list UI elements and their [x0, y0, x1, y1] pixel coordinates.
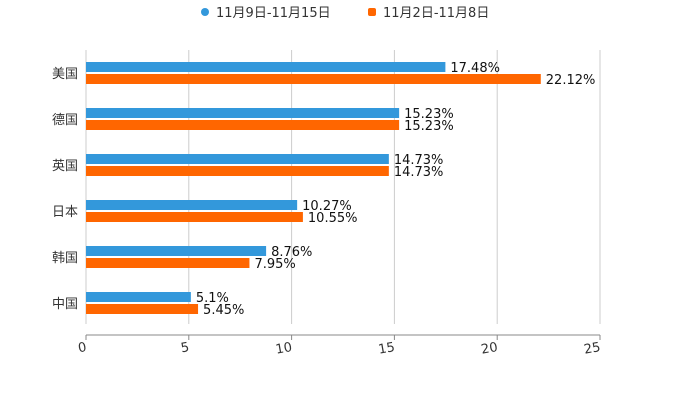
data-label: 10.55%: [308, 211, 358, 226]
bar-orange: [86, 166, 389, 176]
x-tick-label: 25: [583, 340, 602, 358]
legend-marker: [201, 8, 209, 16]
bar-blue: [86, 200, 298, 210]
data-label: 10.27%: [302, 199, 352, 214]
data-label: 15.23%: [404, 119, 454, 134]
data-label: 5.45%: [203, 303, 244, 318]
x-tick-label: 5: [180, 340, 191, 356]
x-tick-label: 20: [480, 340, 499, 358]
category-label: 美国: [52, 67, 78, 82]
data-label: 7.95%: [254, 257, 295, 272]
bar-blue: [86, 108, 400, 118]
x-tick-label: 0: [77, 340, 88, 356]
bar-orange: [86, 304, 199, 314]
bar-blue: [86, 246, 267, 256]
legend-label[interactable]: 11月2日-11月8日: [383, 6, 489, 21]
category-label: 德国: [52, 113, 78, 128]
x-tick-label: 10: [274, 340, 293, 358]
x-tick-label: 15: [377, 340, 396, 358]
category-label: 中国: [52, 297, 78, 312]
data-label: 14.73%: [394, 153, 444, 168]
bar-blue: [86, 292, 191, 302]
bar-blue: [86, 154, 389, 164]
category-label: 日本: [52, 205, 78, 220]
bar-orange: [86, 258, 250, 268]
legend-marker: [368, 8, 376, 16]
data-label: 15.23%: [404, 107, 454, 122]
data-label: 5.1%: [196, 291, 229, 306]
data-label: 8.76%: [271, 245, 312, 260]
bar-blue: [86, 62, 446, 72]
data-label: 22.12%: [546, 73, 596, 88]
category-label: 韩国: [52, 251, 78, 266]
bar-orange: [86, 74, 541, 84]
data-label: 14.73%: [394, 165, 444, 180]
category-label: 英国: [52, 159, 78, 174]
bar-orange: [86, 212, 303, 222]
legend-label[interactable]: 11月9日-11月15日: [216, 6, 331, 21]
bar-orange: [86, 120, 400, 130]
data-label: 17.48%: [450, 61, 500, 76]
